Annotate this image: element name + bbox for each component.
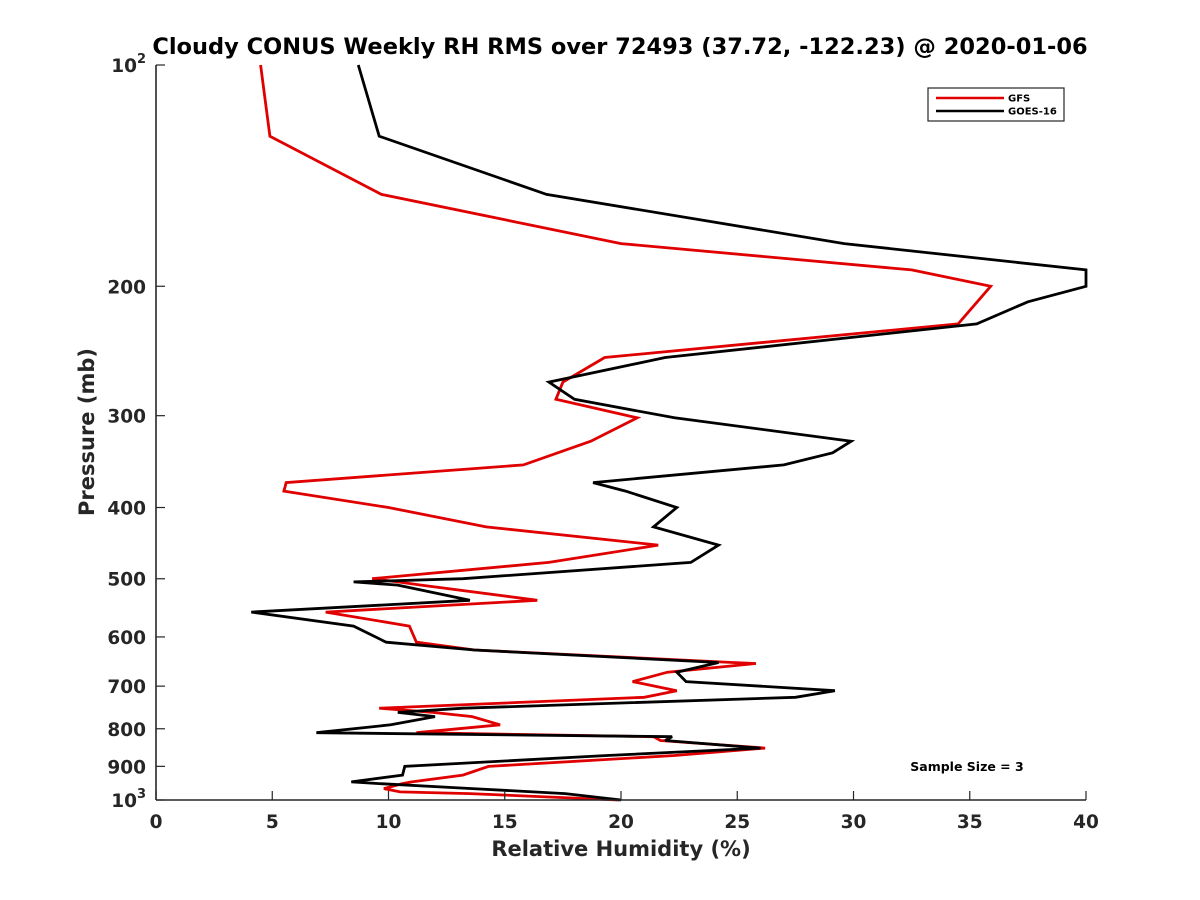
y-tick-label: 600 (107, 628, 146, 649)
x-tick-label: 5 (266, 812, 279, 833)
x-tick-label: 30 (841, 812, 867, 833)
y-tick-label: 102 (111, 52, 146, 77)
chart-title: Cloudy CONUS Weekly RH RMS over 72493 (3… (152, 34, 1087, 60)
x-tick-label: 10 (376, 812, 402, 833)
y-tick-label: 700 (107, 677, 146, 698)
legend-label-goes16: GOES-16 (1008, 107, 1057, 118)
y-tick-label: 300 (107, 407, 146, 428)
x-tick-label: 20 (608, 812, 634, 833)
x-axis-label: Relative Humidity (%) (491, 837, 750, 861)
y-tick-label: 500 (107, 570, 146, 591)
series-layer (251, 64, 1088, 802)
y-axis-label: Pressure (mb) (75, 348, 99, 516)
y-tick-label: 400 (107, 499, 146, 520)
series-line-goes16 (251, 64, 1088, 802)
legend: GFS GOES-16 (927, 87, 1065, 122)
x-tick-label: 0 (150, 812, 163, 833)
x-tick-label: 25 (724, 812, 750, 833)
y-tick-label: 200 (107, 277, 146, 298)
x-tick-label: 15 (492, 812, 518, 833)
y-tick-label: 800 (107, 720, 146, 741)
x-ticks: 0 5 10 15 20 25 30 35 40 (150, 791, 1099, 833)
sample-size-annotation: Sample Size = 3 (910, 759, 1023, 774)
legend-box (927, 87, 1065, 122)
plot-area: 0 5 10 15 20 25 30 35 40 102 200 300 400 500 600 700 80… (107, 52, 1099, 833)
series-line-gfs (259, 64, 994, 802)
x-tick-label: 35 (957, 812, 983, 833)
y-ticks: 102 200 300 400 500 600 700 800 900 103 (107, 52, 165, 812)
legend-label-gfs: GFS (1008, 94, 1030, 105)
y-tick-label: 900 (107, 757, 146, 778)
x-tick-label: 40 (1073, 812, 1099, 833)
axes-layer (155, 65, 1086, 801)
y-tick-label: 103 (111, 787, 146, 812)
